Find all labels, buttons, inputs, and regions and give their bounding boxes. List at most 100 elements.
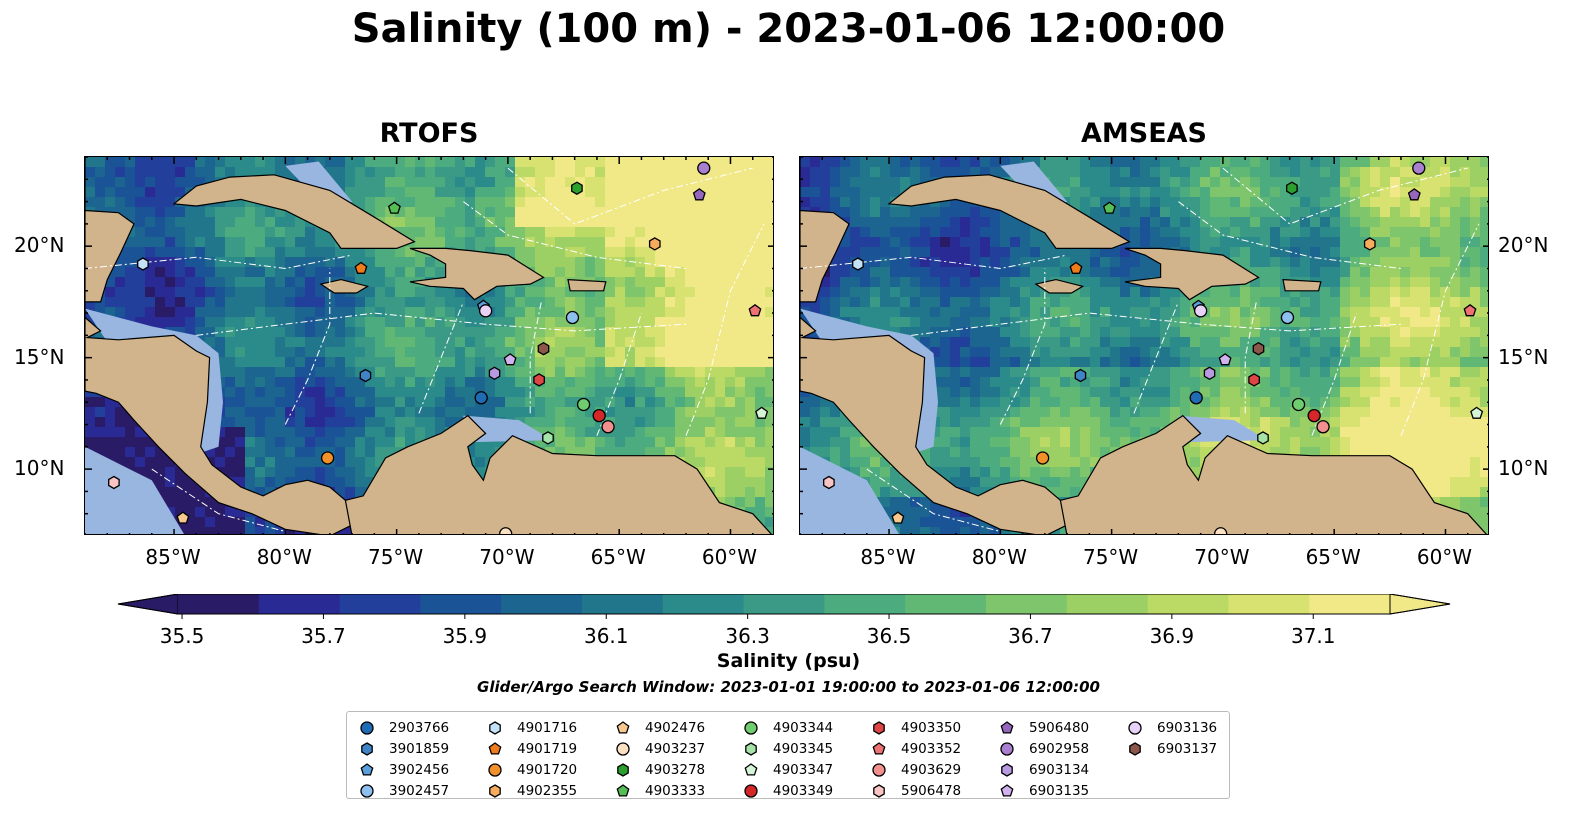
platform-marker-4901719 (354, 261, 368, 274)
platform-marker-4903629 (601, 420, 615, 434)
legend-marker-hexagon-icon (745, 741, 757, 756)
platform-marker-2903766 (1189, 391, 1203, 405)
legend-item: 6903136 (1127, 717, 1217, 738)
legend-item: 4901716 (487, 717, 577, 738)
legend-item: 4903352 (871, 738, 961, 759)
legend-item: 3902456 (359, 759, 449, 780)
colorbar-segment (258, 594, 341, 614)
colorbar-segment (501, 594, 583, 614)
platform-marker-5906478 (823, 475, 835, 490)
colorbar-tick-label: 36.1 (583, 624, 629, 648)
legend-marker-circle-icon (872, 762, 886, 777)
landmass (800, 157, 1487, 534)
legend-marker-circle-icon (1128, 720, 1142, 735)
legend-label: 5906480 (1029, 719, 1090, 736)
legend-item: 4903344 (743, 717, 833, 738)
platform-marker-5906480 (692, 188, 706, 201)
colorbar-segment (1309, 594, 1391, 614)
platform-marker-6903135 (1218, 353, 1232, 366)
legend-label: 4903278 (645, 761, 706, 778)
platform-legend: 2903766 3901859 3902456 3902457 4901716 49017… (346, 711, 1230, 799)
map-rtofs (84, 156, 774, 535)
colorbar-extend-min (117, 594, 179, 615)
legend-label: 4901720 (517, 761, 578, 778)
platform-marker-6903137 (537, 341, 550, 356)
lon-tick-label: 75°W (1082, 545, 1139, 569)
legend-label: 4903237 (645, 740, 706, 757)
lon-tick-label: 70°W (1194, 545, 1250, 569)
colorbar-segment (420, 594, 502, 614)
legend-item: 4903333 (615, 780, 705, 801)
legend-column: 4901716 4901719 4901720 4902355 (487, 717, 577, 801)
legend-column: 4903344 4903345 4903347 4903349 (743, 717, 833, 801)
legend-marker-hexagon-icon (617, 762, 629, 777)
legend-item: 4902355 (487, 780, 577, 801)
platform-marker-2903766 (474, 391, 488, 405)
legend-label: 4901719 (517, 740, 578, 757)
colorbar-segment (905, 594, 987, 614)
colorbar-extend-max (1389, 594, 1451, 615)
lat-tick-label-right: 10°N (1498, 456, 1549, 481)
legend-marker-pentagon-icon (488, 741, 502, 755)
platform-markers (108, 161, 769, 534)
platform-marker-4903278 (1286, 181, 1298, 195)
legend-label: 4903333 (645, 782, 706, 799)
legend-marker-pentagon-icon (744, 762, 758, 776)
colorbar-segment (662, 594, 745, 614)
platform-marker-6903137 (1252, 341, 1265, 356)
search-window-caption: Glider/Argo Search Window: 2023-01-01 19… (477, 678, 1100, 696)
legend-marker-circle-icon (488, 762, 502, 777)
legend-label: 4903350 (901, 719, 962, 736)
legend-item: 4903629 (871, 759, 961, 780)
platform-marker-6903136 (478, 304, 493, 318)
legend-item: 6903135 (999, 780, 1089, 801)
legend-marker-pentagon-icon (360, 762, 374, 776)
colorbar-segment (582, 594, 664, 614)
map-amseas (799, 156, 1489, 535)
legend-label: 4903347 (773, 761, 834, 778)
legend-marker-hexagon-icon (489, 783, 501, 798)
legend-label: 4903349 (773, 782, 834, 799)
lon-tick-label: 85°W (860, 545, 916, 569)
platform-marker-4903344 (1291, 397, 1306, 412)
legend-item: 6903137 (1127, 738, 1217, 759)
colorbar-segment (1066, 594, 1149, 614)
legend-column: 4903350 4903352 4903629 5906478 (871, 717, 961, 801)
platform-marker-6903134 (1203, 366, 1216, 381)
figure-title: Salinity (100 m) - 2023-01-06 12:00:00 (351, 6, 1226, 52)
platform-marker-4901716 (852, 257, 864, 271)
legend-label: 4903629 (901, 761, 962, 778)
lat-tick-label-left: 15°N (14, 344, 65, 369)
panel-title-rtofs: RTOFS (379, 118, 479, 149)
lon-tick-label: 60°W (1416, 545, 1473, 569)
lon-tick-label: 70°W (479, 545, 535, 569)
legend-label: 5906478 (901, 782, 962, 799)
platform-marker-4901720 (1035, 451, 1050, 465)
legend-column: 5906480 6902958 6903134 6903135 (999, 717, 1089, 801)
legend-label: 4902355 (517, 782, 578, 799)
colorbar-tick-label: 35.9 (442, 624, 488, 648)
legend-label: 3902457 (389, 782, 450, 799)
colorbar-segment (339, 594, 421, 614)
lon-tick-label: 75°W (367, 545, 424, 569)
platform-marker-4901720 (320, 451, 335, 465)
colorbar-label: Salinity (psu) (716, 650, 861, 672)
legend-marker-circle-icon (360, 783, 374, 798)
legend-marker-pentagon-icon (1000, 720, 1014, 734)
platform-marker-3902457 (1280, 310, 1295, 325)
colorbar-tick-label: 35.7 (301, 624, 346, 648)
platform-marker-4903352 (748, 303, 762, 317)
legend-marker-pentagon-icon (616, 720, 630, 734)
legend-marker-hexagon-icon (1001, 762, 1013, 777)
platform-marker-4903629 (1316, 420, 1330, 434)
platform-markers (823, 161, 1484, 534)
legend-label: 6902958 (1029, 740, 1090, 757)
platform-marker-4903345 (542, 431, 554, 445)
lon-tick-label: 80°W (971, 545, 1027, 569)
colorbar-tick-label: 37.1 (1290, 624, 1336, 648)
legend-marker-hexagon-icon (489, 720, 501, 735)
legend-item: 2903766 (359, 717, 449, 738)
legend-item: 4901720 (487, 759, 577, 780)
platform-marker-4903237 (499, 527, 513, 534)
platform-marker-3902457 (565, 310, 580, 325)
